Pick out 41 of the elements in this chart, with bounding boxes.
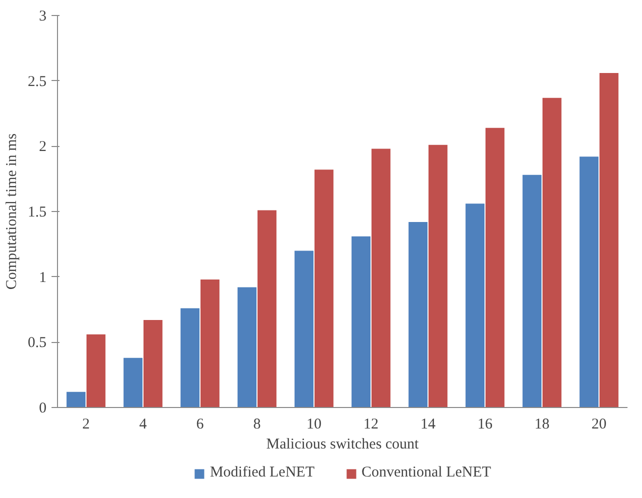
bar <box>580 156 598 408</box>
legend-label: Conventional LeNET <box>362 464 492 482</box>
bar <box>428 144 448 408</box>
bar <box>258 210 276 408</box>
bar <box>180 308 200 408</box>
y-tick-label: 2 <box>39 139 46 156</box>
bar <box>144 320 162 408</box>
x-tick-label: 6 <box>196 416 204 432</box>
bar <box>352 236 370 408</box>
legend-label: Modified LeNET <box>210 464 314 482</box>
x-tick-label: 2 <box>82 416 90 432</box>
bar <box>124 358 142 408</box>
bar <box>600 72 618 408</box>
x-tick-label: 20 <box>592 416 606 432</box>
y-tick-label: 1 <box>39 270 46 286</box>
y-tick-label: 0 <box>39 400 46 416</box>
bar <box>66 392 86 408</box>
bar <box>466 204 484 408</box>
bar <box>522 174 542 408</box>
y-axis-title: Computational time in ms <box>4 133 20 290</box>
x-tick-label: 14 <box>420 416 436 432</box>
x-axis-title: Malicious switches count <box>266 436 420 452</box>
y-tick-label: 2.5 <box>28 74 46 90</box>
bar <box>486 128 504 408</box>
bar <box>200 279 220 408</box>
x-tick-label: 10 <box>306 416 322 432</box>
y-tick-label: 1.5 <box>28 204 46 220</box>
bar <box>294 250 314 408</box>
x-tick-label: 16 <box>478 416 493 432</box>
x-tick-label: 12 <box>364 416 378 432</box>
bar <box>542 98 562 408</box>
x-tick-label: 18 <box>534 416 550 432</box>
bar <box>238 287 256 408</box>
bar <box>86 334 106 408</box>
x-tick-label: 8 <box>253 416 261 432</box>
bar <box>314 170 334 408</box>
bar <box>408 222 428 408</box>
bar <box>372 148 390 408</box>
x-tick-label: 4 <box>139 416 148 432</box>
y-tick-label: 0.5 <box>28 335 46 352</box>
y-tick-label: 3 <box>39 8 46 24</box>
